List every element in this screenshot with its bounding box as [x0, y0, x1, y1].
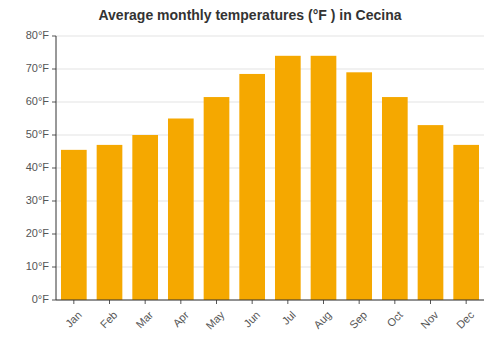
- tick-label: Jun: [241, 309, 262, 330]
- x-axis-ticks: Jan Feb Mar Apr May Jun Jul Aug Sep Oct Nov Dec: [63, 300, 477, 332]
- tick-label: May: [203, 308, 227, 332]
- bar: [97, 145, 123, 300]
- tick-label: Oct: [384, 309, 405, 330]
- tick-mark: [52, 267, 56, 268]
- tick-mark: [52, 300, 56, 301]
- tick-mark: [52, 201, 56, 202]
- tick-mark: [52, 234, 56, 235]
- tick-mark: [359, 300, 360, 304]
- tick-mark: [52, 102, 56, 103]
- bar: [132, 135, 158, 300]
- tick-label: 30°F: [26, 194, 50, 206]
- y-axis-ticks: 0°F 10°F 20°F 30°F 40°F 50°F 60°F 70°F 80°F: [26, 29, 56, 305]
- bar: [382, 97, 408, 300]
- x-axis-line: [56, 300, 484, 301]
- tick-mark: [466, 300, 467, 304]
- tick-label: 0°F: [32, 293, 50, 305]
- tick-label: 50°F: [26, 128, 50, 140]
- tick-label: Nov: [418, 308, 441, 331]
- tick-label: 10°F: [26, 260, 50, 272]
- tick-mark: [287, 300, 288, 304]
- tick-label: 20°F: [26, 227, 50, 239]
- page: {"chart_data": {"type": "bar", "title": …: [0, 0, 500, 350]
- bar: [61, 150, 87, 300]
- tick-label: Jul: [279, 309, 297, 327]
- tick-label: Dec: [454, 308, 477, 331]
- chart-container: 0°F 10°F 20°F 30°F 40°F 50°F 60°F 70°F 80°F Jan Fe…: [0, 0, 500, 350]
- grid-line: [56, 69, 484, 70]
- tick-mark: [216, 300, 217, 304]
- tick-mark: [52, 36, 56, 37]
- tick-mark: [252, 300, 253, 304]
- tick-mark: [323, 300, 324, 304]
- bar: [418, 125, 444, 300]
- bar: [453, 145, 479, 300]
- bars: [61, 56, 479, 300]
- grid-line: [56, 36, 484, 37]
- bar: [311, 56, 337, 300]
- tick-mark: [109, 300, 110, 304]
- tick-label: 80°F: [26, 29, 50, 41]
- bar: [239, 74, 265, 300]
- grid-line: [56, 102, 484, 103]
- title: Average monthly temperatures (°F ) in Ce…: [98, 7, 401, 23]
- tick-mark: [180, 300, 181, 304]
- tick-label: Jan: [63, 309, 84, 330]
- bar: [168, 119, 194, 301]
- grid: [56, 36, 484, 300]
- tick-label: Feb: [98, 309, 120, 331]
- tick-label: 40°F: [26, 161, 50, 173]
- tick-label: Sep: [347, 309, 369, 331]
- tick-mark: [394, 300, 395, 304]
- bar: [275, 56, 301, 300]
- bar: [346, 72, 372, 300]
- tick-mark: [145, 300, 146, 304]
- tick-mark: [52, 69, 56, 70]
- chart-svg: 0°F 10°F 20°F 30°F 40°F 50°F 60°F 70°F 80°F Jan Fe…: [0, 0, 500, 350]
- tick-label: 60°F: [26, 95, 50, 107]
- grid-line: [56, 300, 484, 301]
- y-axis-line: [56, 36, 57, 300]
- tick-mark: [52, 168, 56, 169]
- bar: [204, 97, 230, 300]
- tick-mark: [73, 300, 74, 304]
- tick-label: Mar: [133, 308, 155, 330]
- tick-mark: [430, 300, 431, 304]
- tick-label: 70°F: [26, 62, 50, 74]
- tick-label: Apr: [170, 308, 191, 329]
- tick-mark: [52, 135, 56, 136]
- tick-label: Aug: [311, 309, 333, 331]
